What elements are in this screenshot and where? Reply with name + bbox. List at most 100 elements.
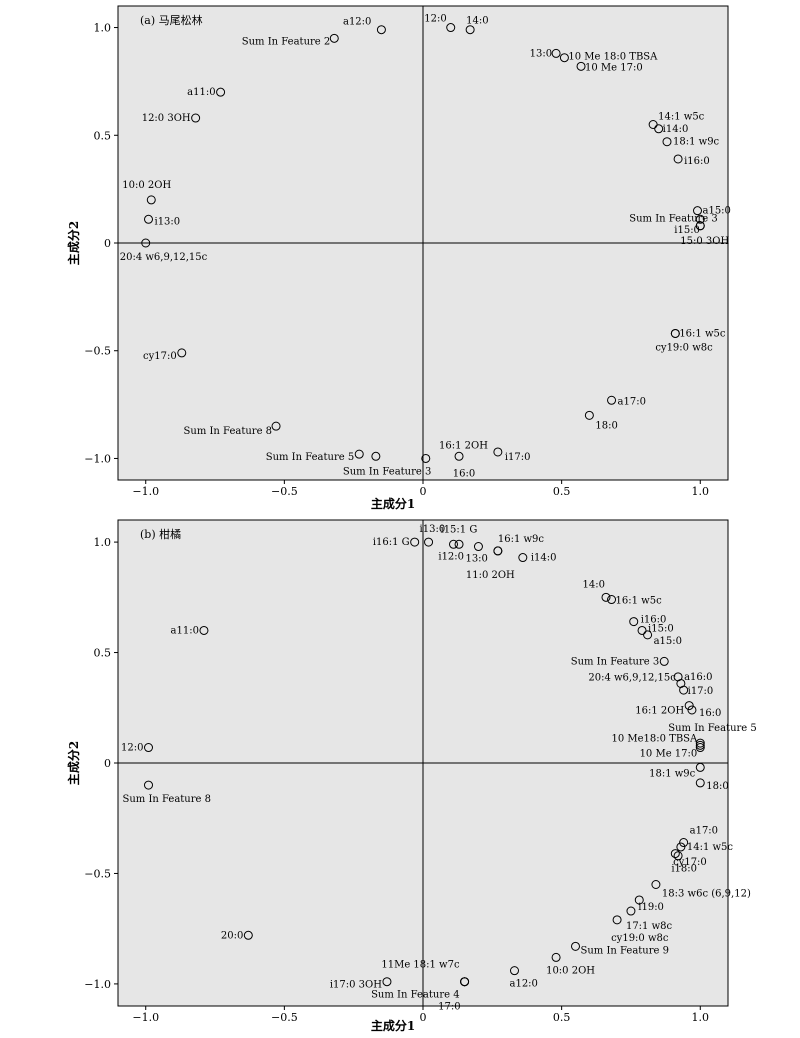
point-label-b: i12:0 <box>438 551 464 562</box>
data-point-b <box>601 592 611 602</box>
point-label-a: i14:0 <box>663 124 689 135</box>
point-label-b: 17:0 <box>438 1002 460 1013</box>
point-label-a: Sum In Feature 2 <box>242 36 331 47</box>
data-point-a <box>551 48 561 58</box>
data-point-b <box>687 705 697 715</box>
point-label-a: 12:0 <box>424 14 446 25</box>
data-point-b <box>612 915 622 925</box>
y-tick-label-b: 0 <box>104 757 111 770</box>
point-label-b: Sum In Feature 4 <box>371 990 460 1001</box>
data-point-b <box>695 740 705 750</box>
y-tick-label-b: 1.0 <box>94 536 112 549</box>
data-point-b <box>424 537 434 547</box>
point-label-a: cy19:0 w8c <box>655 342 713 353</box>
data-point-a <box>177 348 187 358</box>
point-label-b: a17:0 <box>690 826 718 837</box>
y-tick-label-a: 0 <box>104 237 111 250</box>
point-label-a: 10 Me 17:0 <box>585 62 643 73</box>
data-point-b <box>144 743 153 753</box>
point-label-a: 16:1 w5c <box>679 328 726 339</box>
point-label-b: 16:1 2OH <box>635 706 684 717</box>
point-label-a: 13:0 <box>530 48 552 59</box>
data-point-b <box>679 685 689 695</box>
data-point-a <box>693 206 702 216</box>
data-point-b <box>571 941 580 951</box>
point-label-b: cy17:0 <box>673 857 707 868</box>
point-label-b: i17:0 3OH <box>330 980 382 991</box>
data-point-b <box>626 906 636 916</box>
data-point-b <box>144 780 153 790</box>
point-label-b: i18:0 <box>671 864 697 875</box>
data-point-a <box>648 120 658 129</box>
data-point-b <box>551 952 561 962</box>
point-label-b: 10:0 2OH <box>546 965 595 976</box>
data-point-b <box>199 625 209 635</box>
data-point-b <box>676 842 686 852</box>
point-label-a: i16:0 <box>684 156 710 167</box>
point-label-b: Sum In Feature 3 <box>571 656 660 667</box>
data-point-a <box>695 214 705 224</box>
point-label-b: 20:0 <box>221 930 243 941</box>
point-label-b: Sum In Feature 8 <box>123 794 212 805</box>
point-label-a: i15:0 <box>674 225 700 236</box>
y-axis-title-b: 主成分2 <box>66 741 81 785</box>
point-label-a: 14:0 <box>466 16 488 27</box>
data-point-a <box>607 395 617 405</box>
data-point-b <box>382 977 392 987</box>
data-point-a <box>354 449 364 459</box>
data-point-b <box>629 617 639 627</box>
point-label-b: 14:0 <box>583 579 605 590</box>
point-label-a: 15:0 3OH <box>680 236 729 247</box>
point-label-b: 18:3 w6c (6,9,12) <box>662 889 751 900</box>
x-tick-label-a: 1.0 <box>692 485 710 498</box>
data-point-b <box>670 849 680 859</box>
point-label-a: 16:0 <box>453 468 475 479</box>
point-label-b: Sum In Feature 5 <box>668 723 757 734</box>
data-point-b <box>673 851 683 861</box>
x-tick-label-a: −0.5 <box>271 485 298 498</box>
point-label-a: Sum In Feature 5 <box>266 452 355 463</box>
data-point-b <box>679 838 689 848</box>
x-axis-title-a: 主成分1 <box>371 496 415 511</box>
data-point-b <box>493 546 503 556</box>
point-label-a: i13:0 <box>155 216 181 227</box>
point-label-a: i17:0 <box>505 452 531 463</box>
data-point-a <box>559 53 569 63</box>
point-label-a: 10 Me 18:0 TBSA <box>568 52 658 63</box>
y-tick-label-a: −0.5 <box>84 345 111 358</box>
data-point-b <box>449 539 458 549</box>
data-point-b <box>637 625 647 635</box>
point-label-b: a12:0 <box>510 979 538 990</box>
point-label-a: 20:4 w6,9,12,15c <box>120 252 208 263</box>
data-point-a <box>695 221 705 231</box>
point-label-b: i15:0 <box>648 623 674 634</box>
point-label-b: Sum In Feature 9 <box>581 945 670 956</box>
y-tick-label-a: 1.0 <box>94 22 112 35</box>
point-label-b: i19:0 <box>638 902 664 913</box>
point-label-b: 17:1 w8c <box>626 921 673 932</box>
data-point-b <box>695 738 705 748</box>
data-point-a <box>376 25 386 35</box>
x-tick-label-b: 1.0 <box>692 1011 710 1024</box>
point-label-a: a17:0 <box>618 396 646 407</box>
point-label-b: i17:0 <box>688 686 714 697</box>
data-point-b <box>684 701 694 711</box>
point-label-a: cy17:0 <box>143 351 177 362</box>
point-label-b: 11Me 18:1 w7c <box>381 960 460 971</box>
data-point-a <box>329 33 339 43</box>
data-point-b <box>460 977 470 987</box>
point-label-b: i14:0 <box>531 553 557 564</box>
data-point-b <box>695 743 705 753</box>
data-point-b <box>510 966 519 976</box>
point-label-a: 18:0 <box>595 420 617 431</box>
data-point-b <box>643 630 653 640</box>
data-point-a <box>446 23 456 33</box>
x-tick-label-a: −1.0 <box>132 485 159 498</box>
data-point-a <box>144 214 153 224</box>
data-point-a <box>271 421 281 431</box>
point-label-a: 18:1 w9c <box>673 137 720 148</box>
x-tick-label-b: −0.5 <box>271 1011 298 1024</box>
point-label-b: 16:1 w9c <box>498 534 545 545</box>
data-point-a <box>216 87 226 97</box>
